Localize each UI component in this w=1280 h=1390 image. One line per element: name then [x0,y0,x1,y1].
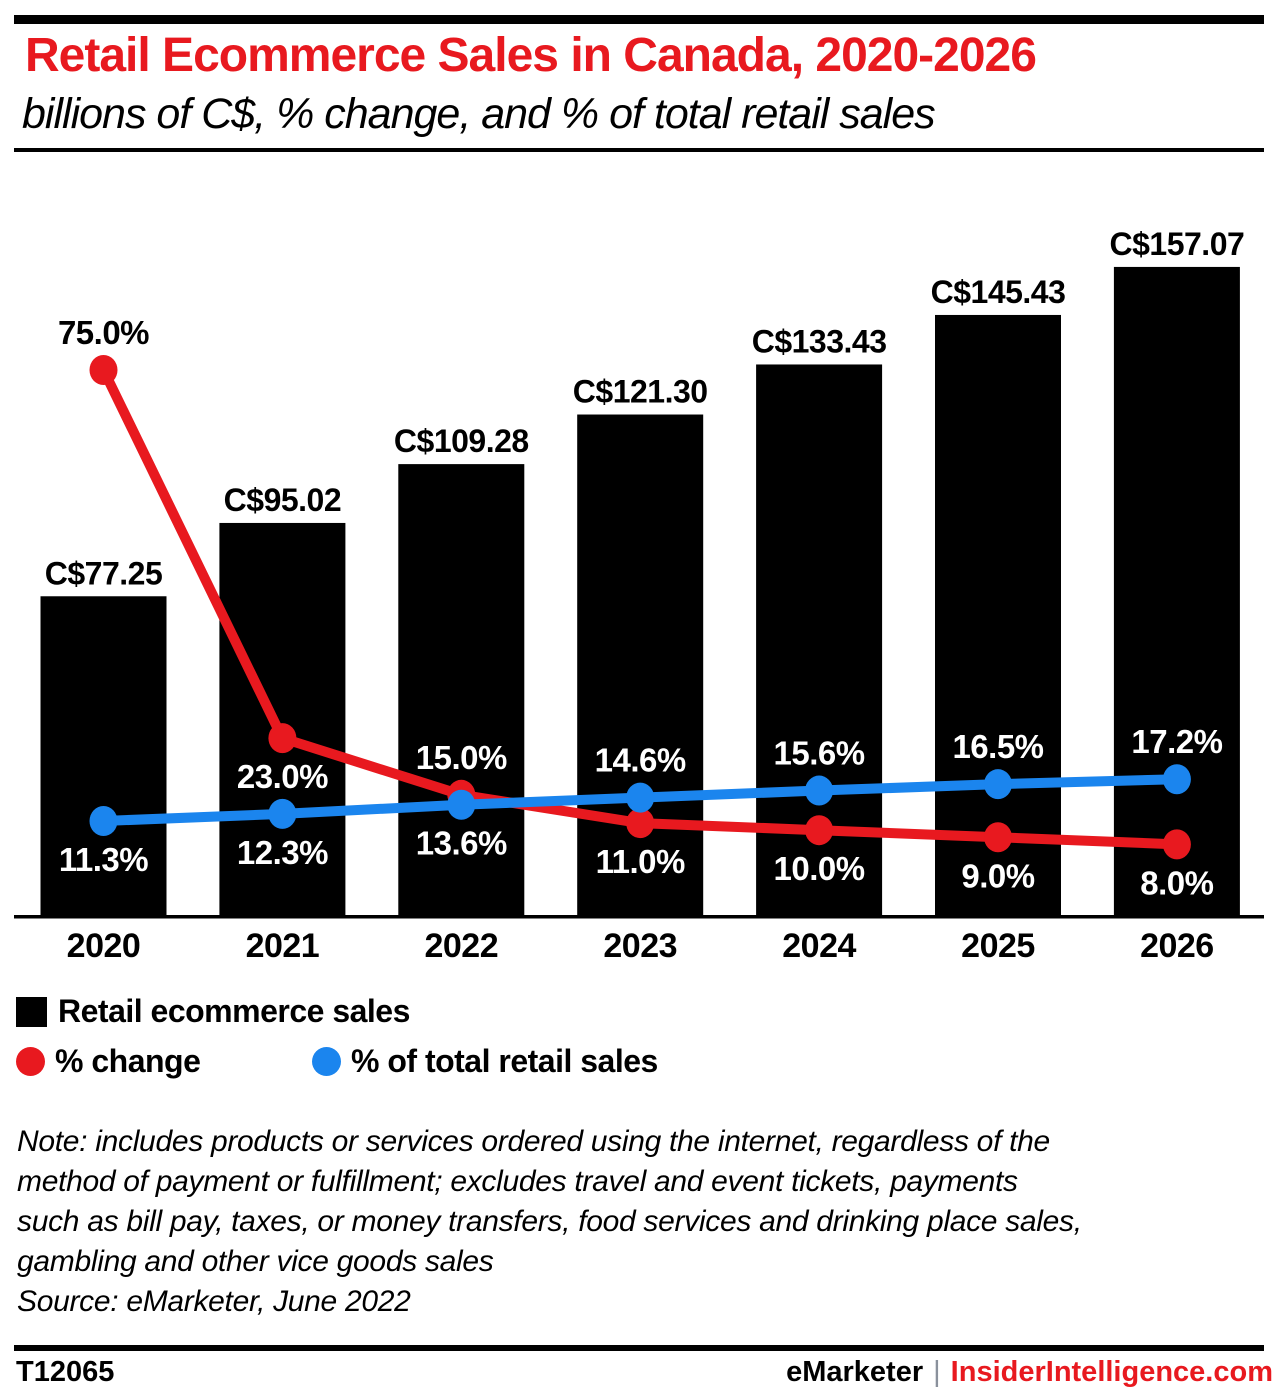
bar-value-label-2026: C$157.07 [1110,226,1245,262]
pct-change-marker-2020 [89,355,118,385]
pct-total-label-2025: 16.5% [952,728,1043,765]
blue-dot-icon [312,1047,341,1076]
pct-total-label-2022: 13.6% [416,825,507,862]
footer-divider [14,1345,1264,1351]
pct-change-label-2023: 11.0% [596,843,685,880]
bar-value-label-2025: C$145.43 [931,274,1066,310]
pct-change-marker-2026 [1162,829,1191,860]
pct-total-marker-2024 [805,775,834,806]
pct-total-label-2020: 11.3% [59,841,148,878]
legend-item-retail-ecommerce-sales: Retail ecommerce sales [16,993,410,1030]
year-label-2023: 2023 [603,927,677,965]
emarketer-logo-text: eMarketer [786,1356,924,1388]
pct-change-marker-2023 [626,808,655,839]
bar-value-label-2023: C$121.30 [573,374,708,410]
bar-value-label-2022: C$109.28 [394,423,529,459]
pct-total-marker-2020 [89,805,118,836]
top-accent-bar [14,15,1264,24]
year-label-2022: 2022 [424,927,498,965]
bar-swatch-icon [16,996,47,1027]
year-label-2021: 2021 [246,927,320,965]
bar-2023 [577,414,704,915]
chart-id: T12065 [16,1356,115,1388]
note-block: Note: includes products or services orde… [17,1122,1263,1322]
note-line: such as bill pay, taxes, or money transf… [17,1205,1082,1238]
x-axis-line [14,915,1264,919]
bar-2021 [219,522,346,915]
pct-total-marker-2025 [984,769,1012,800]
chart-subtitle: billions of C$, % change, and % of total… [22,90,936,138]
year-label-2026: 2026 [1140,927,1214,965]
pct-change-marker-2024 [805,815,834,846]
pct-change-label-2021: 23.0% [237,758,328,795]
red-dot-icon [16,1047,45,1076]
pct-total-label-2023: 14.6% [595,742,686,779]
pct-total-marker-2022 [447,789,476,820]
pct-total-marker-2026 [1162,764,1191,795]
bar-2026 [1113,266,1240,915]
legend-label: % change [55,1043,201,1079]
year-label-2024: 2024 [782,927,856,965]
legend-label: % of total retail sales [351,1043,658,1079]
bar-2025 [935,314,1061,915]
pct-change-marker-2021 [268,723,297,754]
pipe-separator: | [933,1356,941,1388]
insider-intelligence-link-text: InsiderIntelligence.com [950,1356,1273,1388]
pct-change-label-2022: 15.0% [416,739,507,776]
pct-total-marker-2021 [268,798,297,829]
pct-change-label-2026: 8.0% [1140,864,1213,901]
footer-branding: eMarketer | InsiderIntelligence.com [786,1356,1273,1389]
pct-total-label-2024: 15.6% [774,735,865,772]
bar-2022 [398,464,525,915]
pct-change-marker-2025 [984,822,1012,853]
legend-item-pct-change: % change [16,1043,201,1080]
year-label-2020: 2020 [67,927,141,965]
source-line: Source: eMarketer, June 2022 [17,1285,411,1318]
pct-total-marker-2023 [626,782,655,813]
bar-2020 [40,596,167,915]
pct-change-label-2020: 75.0% [58,314,149,351]
legend-item-pct-total-retail: % of total retail sales [312,1043,658,1080]
year-label-2025: 2025 [961,927,1035,965]
pct-change-label-2024: 10.0% [774,850,865,887]
bar-value-label-2021: C$95.02 [224,482,341,518]
chart-title: Retail Ecommerce Sales in Canada, 2020-2… [25,29,1037,82]
bar-value-label-2024: C$133.43 [752,323,887,359]
pct-change-label-2025: 9.0% [961,857,1034,894]
header-divider [14,148,1264,152]
bar-value-label-2020: C$77.25 [45,555,162,591]
note-line: Note: includes products or services orde… [17,1125,1050,1158]
legend-label: Retail ecommerce sales [58,993,410,1029]
pct-total-label-2026: 17.2% [1131,723,1222,760]
note-line: gambling and other vice goods sales [17,1245,494,1278]
pct-total-label-2021: 12.3% [237,834,328,871]
note-line: method of payment or fulfillment; exclud… [17,1165,1018,1198]
